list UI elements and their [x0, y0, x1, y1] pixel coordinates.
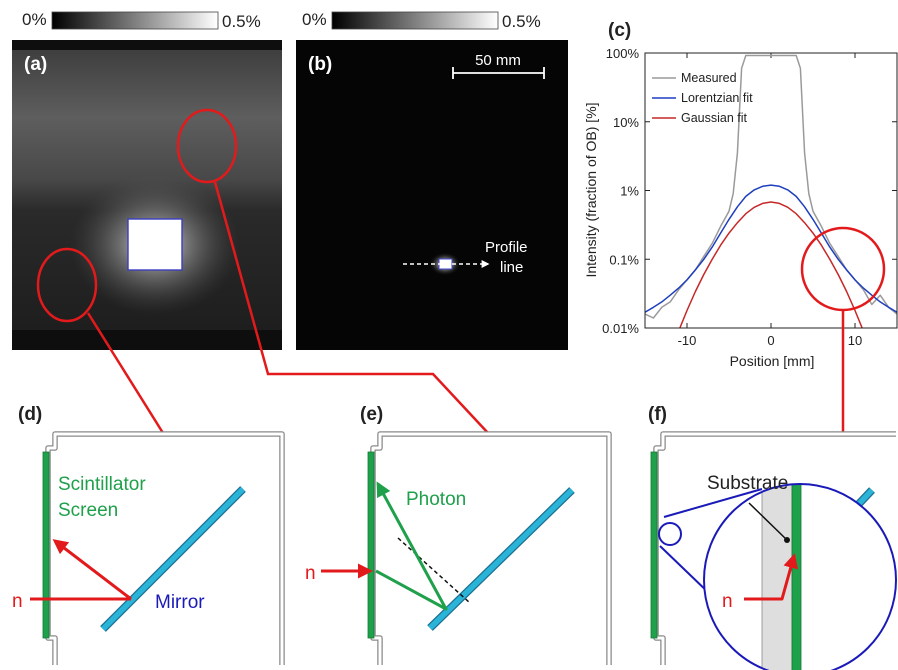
- neutron-label-d: n: [12, 591, 23, 612]
- panel-d: (d) n Scintillator Screen Mirror: [12, 404, 285, 665]
- mirror-label: Mirror: [155, 592, 205, 613]
- zoom-source-circle: [658, 522, 682, 546]
- plot-layer: 0.01% 0.1% 1% 10% 100% -10 0 10: [602, 46, 897, 348]
- image-b: [296, 40, 568, 350]
- scintillator-screen-d: [42, 451, 50, 639]
- colorbar-a-min-label: 0%: [22, 10, 47, 29]
- highlight-circle-c: [800, 226, 886, 312]
- legend-label-gaussian: Gaussian fit: [681, 111, 748, 125]
- profile-line-label-2: line: [500, 259, 523, 276]
- photon-path-e: [375, 481, 448, 611]
- mirror-normal-e: [397, 537, 471, 604]
- x-tick-label: 10: [848, 333, 862, 348]
- highlight-circle-a-lower: [36, 247, 98, 323]
- connectors: [86, 181, 845, 434]
- series-line-gaussian-fit: [679, 201, 863, 328]
- legend: Measured Lorentzian fit Gaussian fit: [652, 71, 753, 125]
- connector-a-to-d: [86, 312, 165, 434]
- zoom-line-upper: [663, 488, 763, 518]
- x-tick-label: -10: [678, 333, 697, 348]
- camera-box-f-inner: [654, 432, 896, 665]
- y-tick-label: 0.1%: [609, 252, 639, 267]
- panel-f-label: (f): [648, 404, 667, 425]
- panel-a: 0% 0.5% (a): [12, 10, 282, 350]
- colorbar-a-max-label: 0.5%: [222, 12, 261, 31]
- series-group: [645, 54, 897, 328]
- image-a-top-strip: [12, 40, 282, 50]
- profile-line-label-1: Profile: [485, 239, 528, 256]
- panel-d-label: (d): [18, 404, 42, 425]
- scintillator-screen-f: [650, 451, 658, 639]
- mirror-e: [428, 488, 574, 630]
- camera-box-d-outer: [45, 431, 285, 665]
- camera-box-e-outer: [370, 431, 612, 665]
- y-tick-label: 1%: [620, 184, 639, 199]
- photon-arrow-d: [52, 539, 132, 601]
- scintillator-layer: [791, 484, 802, 670]
- panel-b-label: (b): [308, 54, 332, 75]
- y-tick-label: 10%: [613, 115, 639, 130]
- magnifier-circle: [703, 483, 897, 670]
- panel-e: (e) n Photon: [305, 404, 612, 665]
- camera-box-d-inner: [46, 432, 284, 665]
- y-tick-label: 0.01%: [602, 321, 639, 336]
- panel-c-chart: (c) Intensity (fraction of OB) [%] Posit…: [583, 20, 898, 369]
- colorbar-b: [331, 11, 499, 30]
- x-tick-label: 0: [767, 333, 774, 348]
- legend-label-measured: Measured: [681, 71, 737, 85]
- panel-e-label: (e): [360, 404, 383, 425]
- camera-box-e-inner: [371, 432, 611, 665]
- plot-frame: [644, 52, 898, 329]
- scintillator-screen-e: [367, 451, 375, 639]
- substrate-layer: [761, 484, 793, 670]
- image-a-beam-box: [127, 218, 183, 271]
- colorbar-b-max-label: 0.5%: [502, 12, 541, 31]
- colorbar-b-min-label: 0%: [302, 10, 327, 29]
- panel-f: (f) Substrate n: [648, 404, 897, 670]
- neutron-label-f: n: [722, 591, 733, 612]
- substrate-pointer-dot: [784, 537, 790, 543]
- y-tick-label: 100%: [606, 46, 640, 61]
- mirror-d: [101, 487, 245, 631]
- y-axis-label: Intensity (fraction of OB) [%]: [583, 102, 599, 277]
- panel-a-label: (a): [24, 54, 47, 75]
- scintillator-label-2: Screen: [58, 500, 118, 521]
- series-line-lorentzian-fit: [645, 184, 897, 313]
- substrate-label: Substrate: [707, 473, 788, 494]
- scalebar-label: 50 mm: [475, 52, 521, 69]
- image-a-bottom-strip: [12, 330, 282, 350]
- substrate-pointer: [748, 502, 788, 541]
- colorbar-a: [51, 11, 219, 30]
- highlight-circle-a-upper: [176, 108, 238, 184]
- legend-label-lorentzian: Lorentzian fit: [681, 91, 753, 105]
- panel-b: 0% 0.5% (b) 50 mm Profile line: [296, 10, 568, 350]
- x-axis-label: Position [mm]: [730, 353, 815, 369]
- neutron-arrow-f: [744, 553, 798, 601]
- neutron-label-e: n: [305, 563, 316, 584]
- connector-a-to-e: [213, 181, 489, 434]
- scintillator-label-1: Scintillator: [58, 474, 146, 495]
- photon-label: Photon: [406, 489, 466, 510]
- panel-c-label: (c): [608, 20, 631, 41]
